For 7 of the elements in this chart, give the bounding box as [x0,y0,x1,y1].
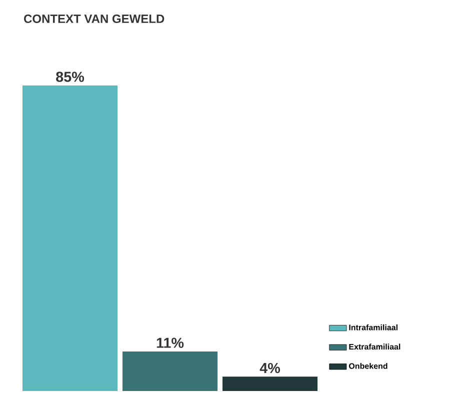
data-label: 11% [156,338,184,348]
legend-label: Extrafamiliaal [349,344,400,350]
chart-title: CONTEXT VAN GEWELD [24,14,164,24]
legend-label: Onbekend [349,362,388,369]
data-label: 85% [56,72,84,82]
legend-label: Intrafamiliaal [349,324,398,330]
data-label: 4% [260,362,280,374]
